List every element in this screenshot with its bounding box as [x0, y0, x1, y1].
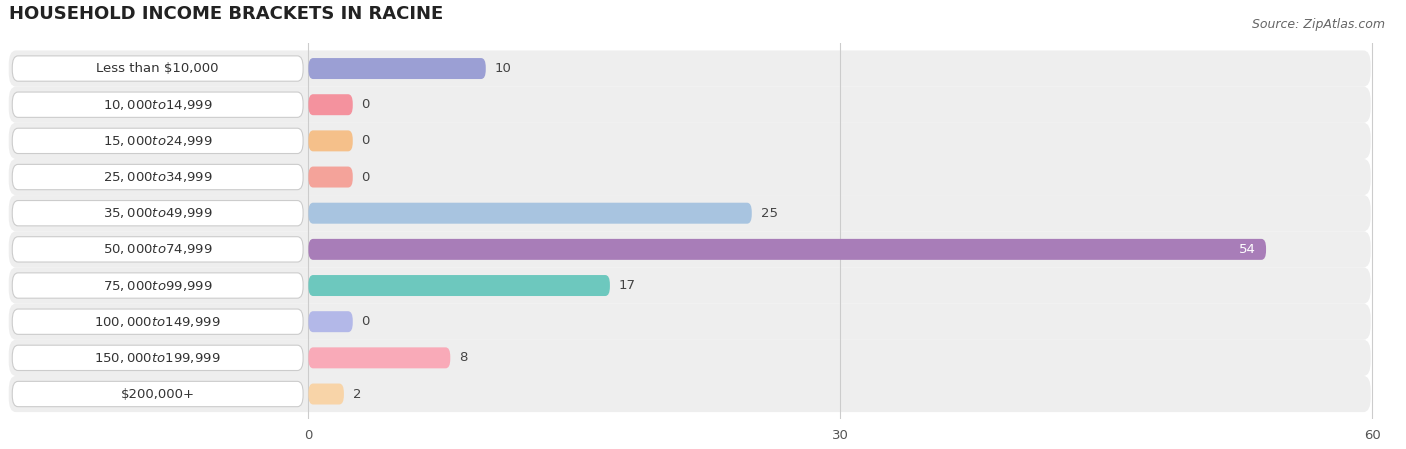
Text: 0: 0 [361, 315, 370, 328]
FancyBboxPatch shape [13, 128, 304, 154]
Text: Less than $10,000: Less than $10,000 [97, 62, 219, 75]
Text: 10: 10 [495, 62, 512, 75]
FancyBboxPatch shape [13, 201, 304, 226]
FancyBboxPatch shape [308, 311, 353, 332]
Text: $100,000 to $149,999: $100,000 to $149,999 [94, 315, 221, 329]
FancyBboxPatch shape [8, 159, 1371, 195]
Text: 0: 0 [361, 134, 370, 147]
Text: 0: 0 [361, 98, 370, 111]
Text: $150,000 to $199,999: $150,000 to $199,999 [94, 351, 221, 365]
FancyBboxPatch shape [8, 268, 1371, 304]
FancyBboxPatch shape [13, 345, 304, 370]
Text: Source: ZipAtlas.com: Source: ZipAtlas.com [1251, 18, 1385, 31]
FancyBboxPatch shape [8, 50, 1371, 87]
Text: 25: 25 [761, 207, 778, 220]
FancyBboxPatch shape [13, 56, 304, 81]
FancyBboxPatch shape [308, 167, 353, 188]
Text: 8: 8 [460, 352, 468, 364]
Text: 17: 17 [619, 279, 636, 292]
FancyBboxPatch shape [308, 275, 610, 296]
Text: $50,000 to $74,999: $50,000 to $74,999 [103, 242, 212, 256]
Text: 2: 2 [353, 387, 361, 401]
Text: 0: 0 [361, 171, 370, 184]
FancyBboxPatch shape [8, 340, 1371, 376]
FancyBboxPatch shape [8, 376, 1371, 412]
FancyBboxPatch shape [308, 383, 344, 405]
FancyBboxPatch shape [13, 309, 304, 335]
FancyBboxPatch shape [308, 348, 450, 368]
FancyBboxPatch shape [308, 239, 1265, 260]
FancyBboxPatch shape [13, 381, 304, 407]
FancyBboxPatch shape [8, 231, 1371, 268]
FancyBboxPatch shape [308, 130, 353, 151]
FancyBboxPatch shape [8, 87, 1371, 123]
Text: $25,000 to $34,999: $25,000 to $34,999 [103, 170, 212, 184]
FancyBboxPatch shape [13, 92, 304, 117]
Text: $15,000 to $24,999: $15,000 to $24,999 [103, 134, 212, 148]
Text: $75,000 to $99,999: $75,000 to $99,999 [103, 278, 212, 293]
FancyBboxPatch shape [308, 58, 485, 79]
Text: $200,000+: $200,000+ [121, 387, 194, 401]
Text: $10,000 to $14,999: $10,000 to $14,999 [103, 98, 212, 112]
FancyBboxPatch shape [13, 237, 304, 262]
FancyBboxPatch shape [13, 273, 304, 298]
FancyBboxPatch shape [308, 202, 752, 224]
Text: $35,000 to $49,999: $35,000 to $49,999 [103, 206, 212, 220]
FancyBboxPatch shape [308, 94, 353, 115]
FancyBboxPatch shape [8, 195, 1371, 231]
Text: 54: 54 [1239, 243, 1256, 256]
Text: HOUSEHOLD INCOME BRACKETS IN RACINE: HOUSEHOLD INCOME BRACKETS IN RACINE [8, 5, 443, 23]
FancyBboxPatch shape [8, 123, 1371, 159]
FancyBboxPatch shape [13, 164, 304, 189]
FancyBboxPatch shape [8, 304, 1371, 340]
